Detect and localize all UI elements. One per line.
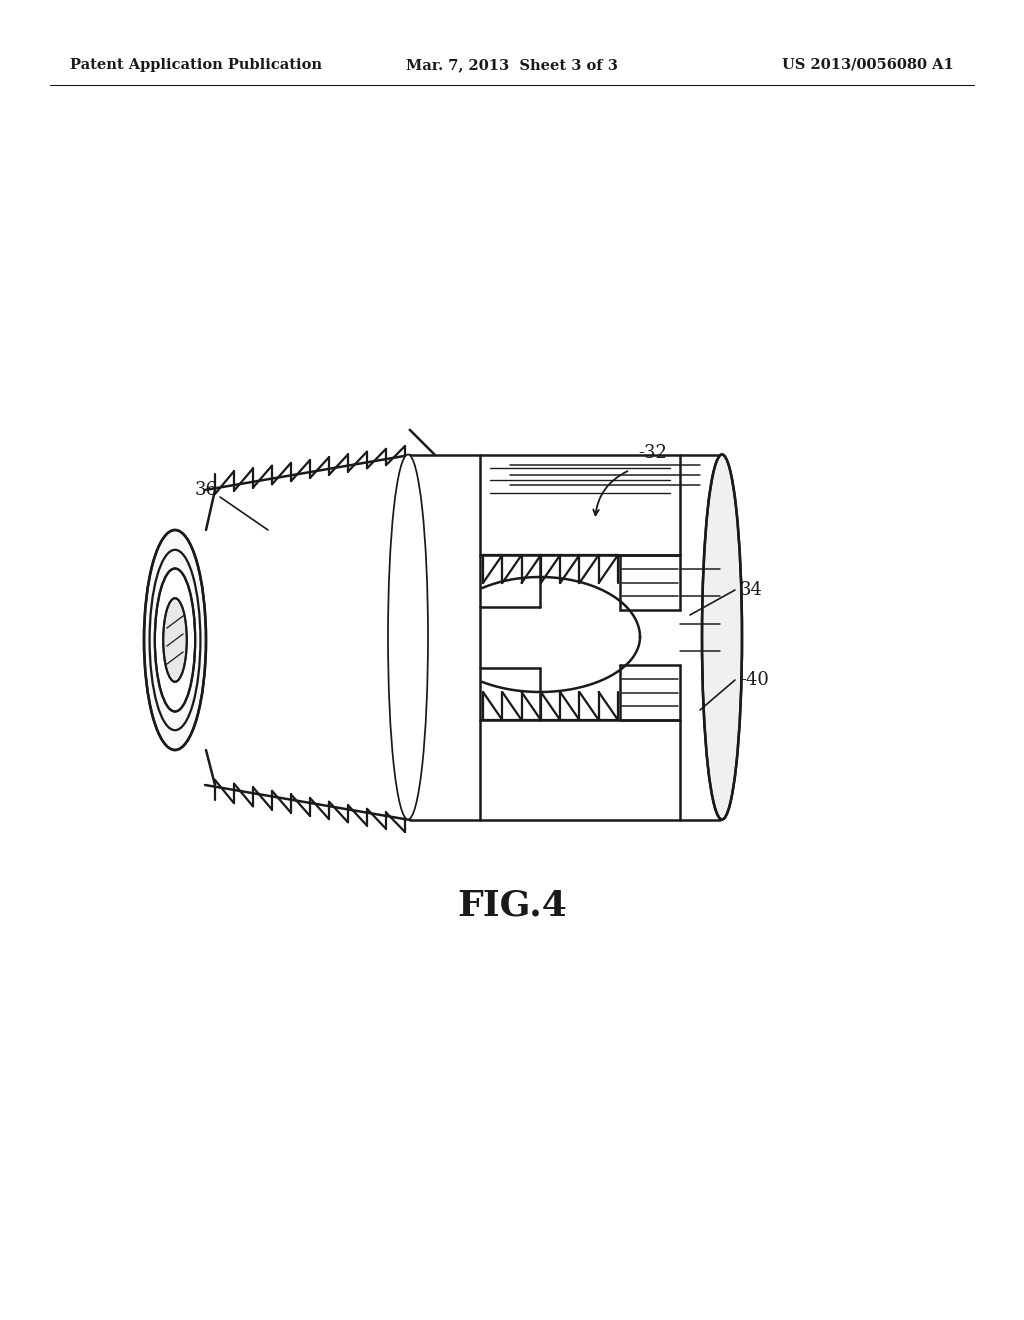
Text: -32: -32	[638, 444, 667, 462]
Text: 36: 36	[195, 480, 218, 499]
Ellipse shape	[155, 569, 196, 711]
Ellipse shape	[702, 454, 742, 820]
Text: -40: -40	[740, 671, 769, 689]
Text: US 2013/0056080 A1: US 2013/0056080 A1	[782, 58, 954, 73]
Ellipse shape	[388, 454, 428, 820]
Text: 34: 34	[740, 581, 763, 599]
Ellipse shape	[144, 531, 206, 750]
Text: FIG.4: FIG.4	[457, 888, 567, 921]
Text: Patent Application Publication: Patent Application Publication	[70, 58, 322, 73]
Ellipse shape	[163, 598, 186, 682]
Text: Mar. 7, 2013  Sheet 3 of 3: Mar. 7, 2013 Sheet 3 of 3	[407, 58, 617, 73]
